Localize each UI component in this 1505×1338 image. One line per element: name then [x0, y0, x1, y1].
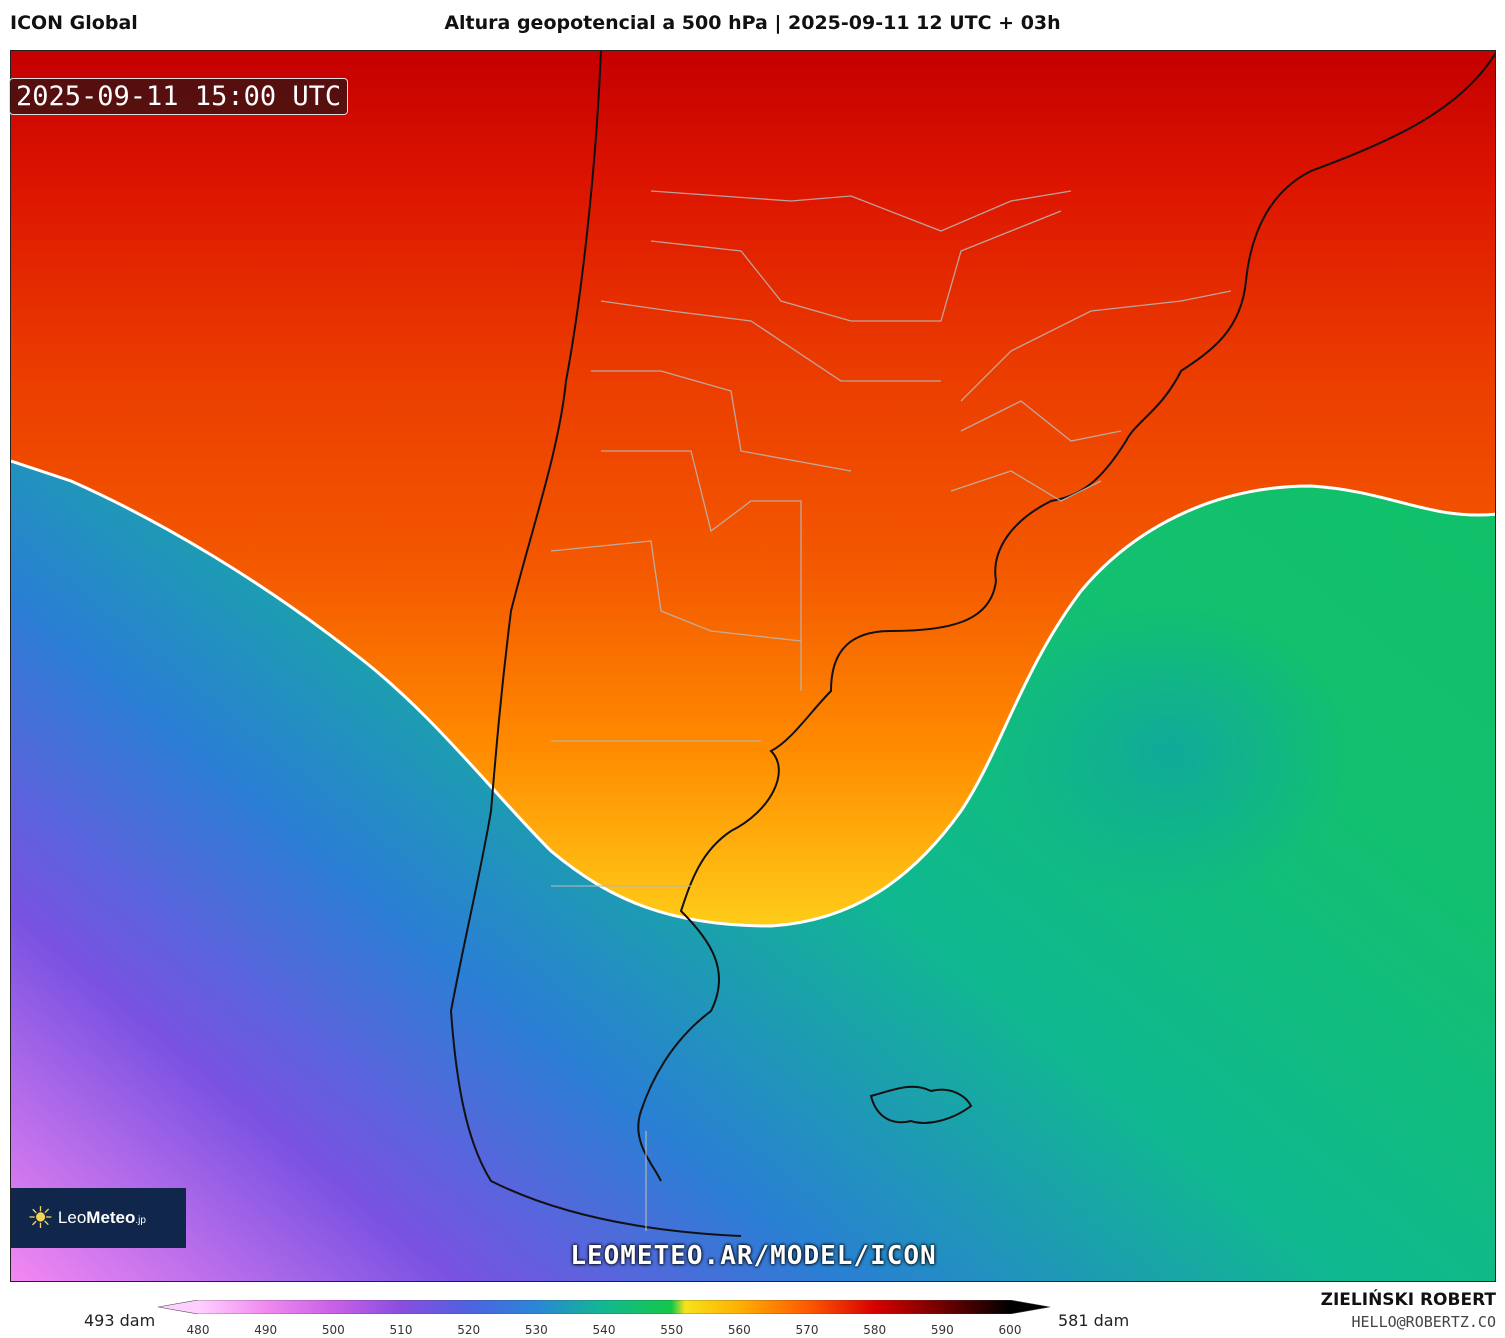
- colorbar: [158, 1300, 1050, 1314]
- colorbar-min-label: 493 dam: [84, 1311, 156, 1330]
- colorbar-tick-label: 480: [186, 1323, 210, 1337]
- colorbar-tick-label: 490: [254, 1323, 278, 1337]
- colorbar-tick-label: 510: [389, 1323, 413, 1337]
- valid-time-label: 2025-09-11 15:00 UTC: [9, 78, 349, 115]
- political-borders: [550, 190, 1232, 1231]
- colorbar-tick-label: 570: [795, 1323, 819, 1337]
- colorbar-tick-label: 530: [524, 1323, 548, 1337]
- author-email: HELLO@ROBERTZ.CO: [1351, 1313, 1497, 1331]
- colorbar-tick-label: 520: [457, 1323, 481, 1337]
- colorbar-tick-label: 580: [863, 1323, 887, 1337]
- colorbar-ticks: 480 490 500 510 520 530 540 550 560 570 580 590 600: [0, 1323, 1505, 1337]
- colorbar-tick-label: 550: [660, 1323, 684, 1337]
- colorbar-tick-label: 560: [727, 1323, 751, 1337]
- logo-text: LeoMeteo.jp: [57, 1208, 146, 1227]
- colorbar-tick-label: 590: [930, 1323, 954, 1337]
- forecast-map: LEOMETEO.AR/MODEL/ICON: [10, 50, 1496, 1282]
- map-title: Altura geopotencial a 500 hPa | 2025-09-…: [444, 12, 1061, 34]
- colorbar-tick-label: 540: [592, 1323, 616, 1337]
- model-name: ICON Global: [10, 12, 138, 34]
- colorbar-tick-label: 500: [321, 1323, 345, 1337]
- coastlines: [449, 51, 1495, 1237]
- leometeo-logo: ☀ LeoMeteo.jp: [11, 1188, 186, 1248]
- author-credit: ZIELIŃSKI ROBERT: [1320, 1290, 1496, 1310]
- sun-icon: ☀: [27, 1200, 54, 1236]
- watermark-url: LEOMETEO.AR/MODEL/ICON: [570, 1241, 937, 1271]
- colorbar-tick-label: 600: [998, 1323, 1022, 1337]
- colorbar-max-label: 581 dam: [1058, 1311, 1130, 1330]
- geopotential-field: [11, 51, 1495, 1281]
